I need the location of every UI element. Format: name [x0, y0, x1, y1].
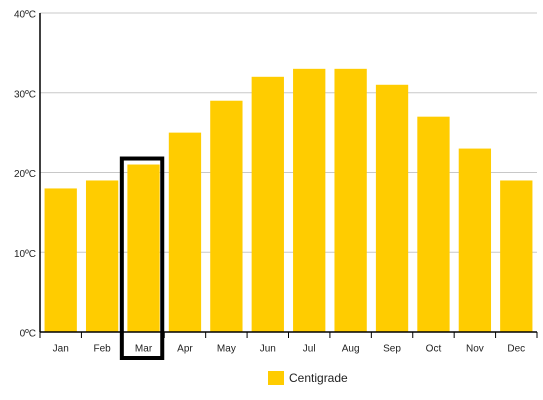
x-tick-label: Sep: [383, 344, 401, 355]
bar: [168, 132, 202, 332]
bar: [44, 188, 77, 332]
x-tick-label: May: [217, 344, 236, 355]
bar: [334, 68, 367, 332]
bar: [293, 68, 326, 332]
x-tick-label: Jun: [260, 344, 276, 355]
x-tick-label: Dec: [507, 344, 525, 355]
bar: [375, 84, 409, 333]
legend-swatch: [268, 371, 284, 385]
x-tick-label: Apr: [177, 344, 193, 355]
y-tick-label: 30ºC: [14, 89, 36, 100]
bar: [210, 100, 243, 332]
x-tick-label: Feb: [94, 344, 112, 355]
bar: [85, 180, 119, 332]
x-tick-label: Aug: [342, 344, 360, 355]
x-tick-label: Oct: [426, 344, 442, 355]
bar: [127, 164, 160, 332]
bar: [500, 180, 533, 332]
y-tick-label: 0ºC: [20, 329, 36, 340]
legend-text: Centigrade: [289, 371, 348, 385]
highlight-box: [119, 156, 165, 360]
bar: [458, 148, 492, 332]
x-tick-label: Mar: [135, 344, 153, 355]
y-tick-label: 40ºC: [14, 10, 36, 21]
bar: [417, 116, 450, 332]
y-tick-label: 10ºC: [14, 249, 36, 260]
x-tick-label: Jul: [303, 344, 316, 355]
y-tick-label: 20ºC: [14, 169, 36, 180]
x-tick-label: Nov: [466, 344, 484, 355]
bar: [251, 76, 284, 332]
x-tick-label: Jan: [53, 344, 69, 355]
